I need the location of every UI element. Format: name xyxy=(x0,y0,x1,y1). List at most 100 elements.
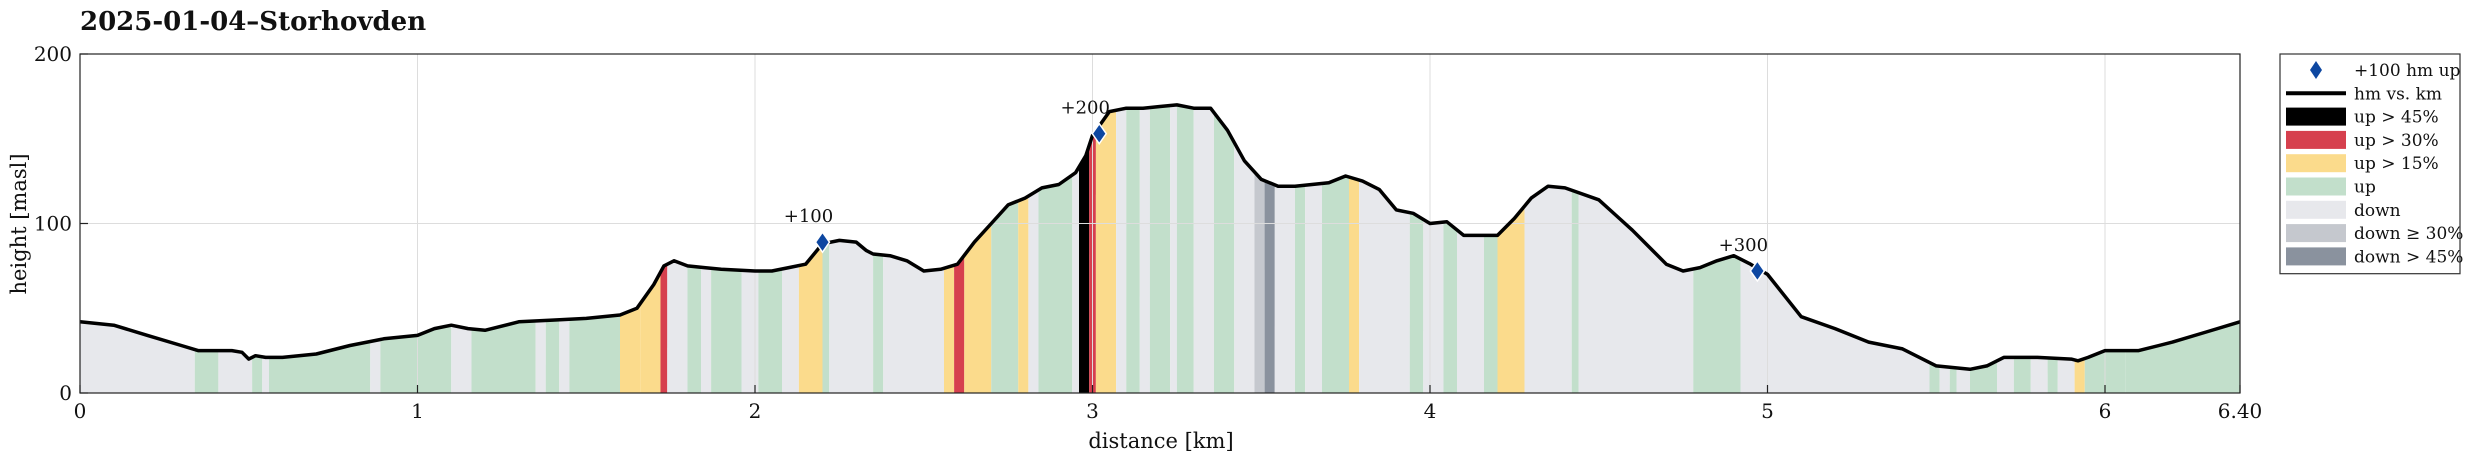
marker-label: +100 xyxy=(784,206,833,227)
marker-diamond-icon xyxy=(814,230,831,254)
marker-label: +300 xyxy=(1719,235,1768,256)
legend-swatch-patch xyxy=(2286,154,2346,173)
x-tick-label: 0 xyxy=(74,399,87,423)
segment-down xyxy=(370,339,381,393)
segment-down xyxy=(218,350,242,393)
segment-down xyxy=(1578,192,1694,393)
segment-up xyxy=(471,321,536,393)
segment-up xyxy=(1176,104,1194,394)
hm-markers: +100 +200 +300 xyxy=(784,98,1768,283)
x-tick-label: 5 xyxy=(1761,399,1774,423)
legend-label: up > 30% xyxy=(2354,131,2439,151)
segment-up-over-15 xyxy=(1349,177,1360,393)
legend-swatch-patch xyxy=(2286,224,2346,243)
segment-down xyxy=(451,325,472,393)
segment-down xyxy=(1997,357,2014,393)
segment-up xyxy=(822,242,830,393)
segment-up-over-15 xyxy=(620,303,641,393)
segment-up xyxy=(1038,175,1073,393)
segment-up xyxy=(1409,212,1424,393)
segment-down xyxy=(1028,189,1039,393)
legend-swatch-patch xyxy=(2286,247,2346,266)
segment-down xyxy=(883,255,944,393)
segment-down xyxy=(1305,183,1322,393)
segment-down xyxy=(1234,142,1255,393)
segment-up-over-15 xyxy=(1095,110,1117,394)
segment-down-over-45 xyxy=(1264,180,1275,393)
segment-up xyxy=(1322,176,1349,393)
legend: +100 hm up hm vs. km up > 45% up > 30% up > … xyxy=(2279,53,2463,275)
legend-swatch-patch xyxy=(2286,107,2346,126)
segment-down xyxy=(701,267,712,393)
segment-down xyxy=(1139,107,1150,393)
segment-up xyxy=(194,349,219,393)
x-tick-label: 1 xyxy=(411,399,424,423)
segment-up-over-30 xyxy=(660,264,668,393)
segment-up-over-15 xyxy=(798,243,823,393)
x-tick-label: 3 xyxy=(1086,399,1099,423)
segment-down xyxy=(741,270,759,393)
segment-up xyxy=(873,254,884,393)
segment-down xyxy=(1274,184,1295,393)
x-tick-label: 6 xyxy=(2099,399,2112,423)
segment-up xyxy=(545,319,560,393)
segment-down xyxy=(1116,108,1127,393)
segment-up-over-15 xyxy=(1497,206,1525,393)
x-tick-label: 4 xyxy=(1424,399,1437,423)
segment-down xyxy=(242,352,253,393)
segment-down-over-30 xyxy=(1254,172,1265,393)
segment-up xyxy=(1295,185,1306,393)
segment-up xyxy=(711,268,742,393)
chart-title: 2025-01-04–Storhovden xyxy=(80,7,426,37)
x-tick-label: 2 xyxy=(749,399,762,423)
profile-line xyxy=(79,103,2241,372)
segment-up xyxy=(269,341,371,393)
legend-label: up > 15% xyxy=(2354,154,2439,174)
segment-up xyxy=(1571,190,1579,393)
x-axis-ticks: 0 1 2 3 4 5 6 6.40 xyxy=(74,385,2263,423)
segment-down xyxy=(1740,259,1930,393)
segment-up xyxy=(569,315,620,393)
legend-label: +100 hm up xyxy=(2354,61,2461,81)
legend-label: up > 45% xyxy=(2354,108,2439,128)
profile xyxy=(79,103,2241,372)
segment-down xyxy=(1524,186,1572,393)
segment-up xyxy=(991,200,1019,393)
legend-swatch-patch xyxy=(2286,177,2346,196)
legend-label: down xyxy=(2354,201,2401,221)
segment-down xyxy=(535,320,546,393)
segment-down xyxy=(782,265,799,393)
segment-down xyxy=(559,319,570,393)
x-tick-label: 6.40 xyxy=(2218,399,2263,423)
segment-down xyxy=(1170,104,1177,394)
segment-down xyxy=(1423,219,1444,393)
segment-up xyxy=(1484,235,1498,393)
segment-up-over-15 xyxy=(964,223,992,393)
segment-up xyxy=(2013,357,2031,393)
segment-up-over-15 xyxy=(640,272,661,393)
legend-label: hm vs. km xyxy=(2354,84,2442,104)
segment-up xyxy=(1149,105,1171,393)
segment-up xyxy=(758,268,782,393)
legend-label: up xyxy=(2354,178,2376,198)
segment-down xyxy=(1193,108,1214,393)
segment-up xyxy=(687,265,701,393)
segment-up xyxy=(380,325,452,393)
segment-up xyxy=(1126,108,1140,393)
y-axis-ticks: 0 100 200 xyxy=(34,42,88,405)
segment-down xyxy=(2030,357,2048,393)
y-axis-label: height [masl] xyxy=(7,153,31,294)
legend-label: down ≥ 30% xyxy=(2354,224,2463,244)
segment-down xyxy=(667,260,688,393)
segment-up-over-15 xyxy=(2074,358,2085,393)
legend-swatch-marker xyxy=(2310,61,2322,79)
segment-up-over-15 xyxy=(944,265,955,393)
segment-up xyxy=(1693,255,1741,393)
segment-down xyxy=(1072,167,1079,393)
segment-up xyxy=(1214,112,1235,393)
y-tick-label: 200 xyxy=(34,42,72,66)
marker-label: +200 xyxy=(1061,98,1110,119)
legend-label: down > 45% xyxy=(2354,247,2463,267)
segment-up xyxy=(1443,221,1457,393)
